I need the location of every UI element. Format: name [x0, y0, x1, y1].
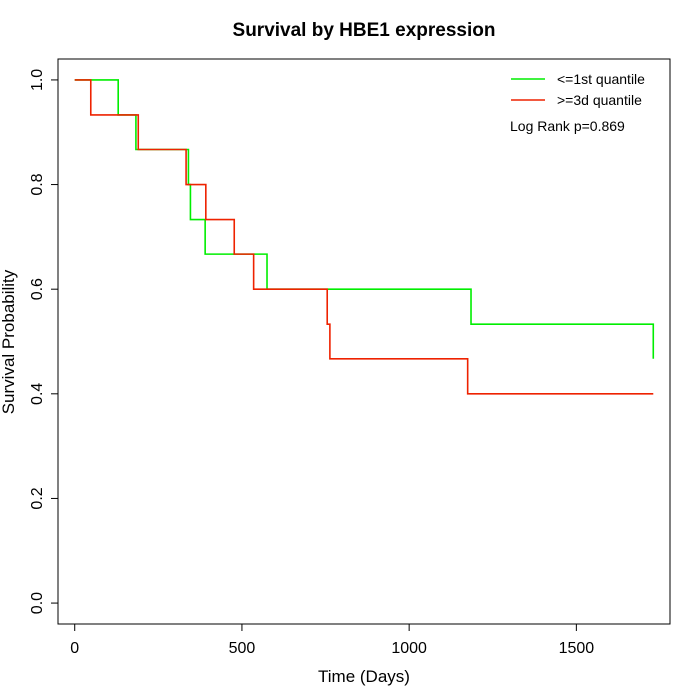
y-tick-label: 0.0 — [29, 592, 46, 614]
x-tick-label: 0 — [70, 640, 79, 657]
y-axis: 0.0 0.2 0.4 0.6 0.8 1.0 — [29, 69, 59, 614]
y-axis-label: Survival Probability — [0, 269, 18, 414]
y-tick-label: 0.4 — [29, 383, 46, 405]
x-tick-label: 1000 — [391, 640, 427, 657]
log-rank-annotation: Log Rank p=0.869 — [510, 118, 625, 134]
plot-frame — [57, 58, 671, 625]
legend: <=1st quantile >=3d quantile — [511, 71, 645, 108]
x-axis-label: Time (Days) — [318, 667, 410, 686]
chart-title: Survival by HBE1 expression — [233, 20, 496, 41]
legend-label-1: <=1st quantile — [557, 71, 645, 87]
x-tick-label: 500 — [229, 640, 256, 657]
x-tick-label: 1500 — [559, 640, 595, 657]
y-tick-label: 0.2 — [29, 487, 46, 509]
legend-label-2: >=3d quantile — [557, 92, 642, 108]
series-lines — [74, 79, 655, 395]
series-line-2 — [74, 79, 654, 395]
y-tick-label: 0.8 — [29, 173, 46, 195]
y-tick-label: 0.6 — [29, 278, 46, 300]
x-axis: 0 500 1000 1500 — [70, 623, 595, 657]
y-tick-label: 1.0 — [29, 69, 46, 91]
